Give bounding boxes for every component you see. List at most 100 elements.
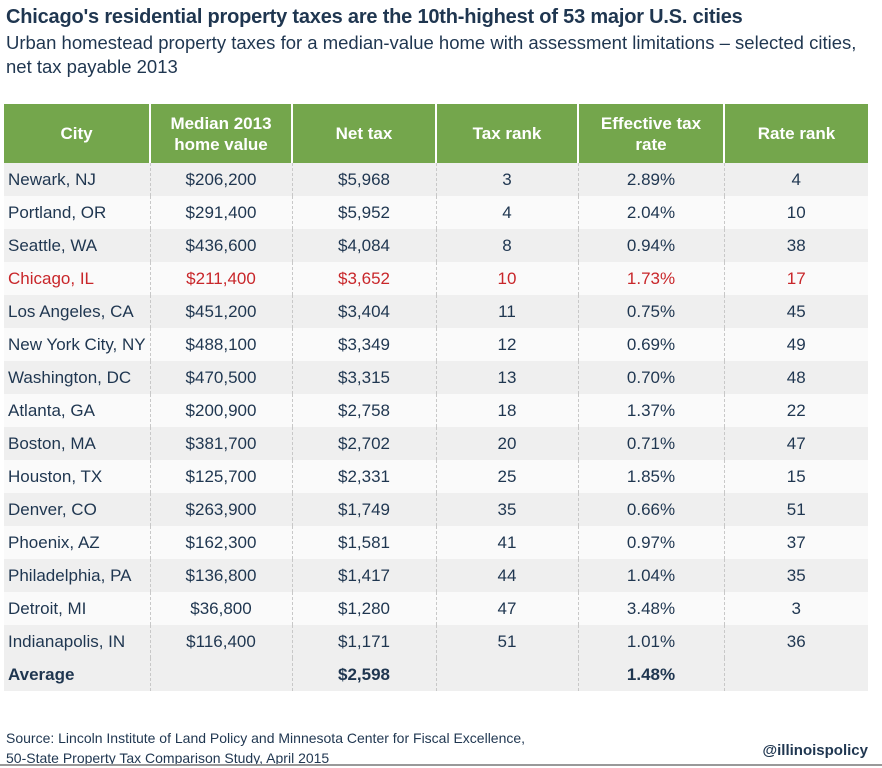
table-cell: $1,417 (291, 559, 436, 592)
table-cell: 25 (435, 460, 578, 493)
table-cell: 49 (723, 328, 868, 361)
source-line: Source: Lincoln Institute of Land Policy… (6, 730, 526, 746)
average-cell: Average (4, 658, 150, 691)
table-cell: $5,952 (291, 196, 436, 229)
table-cell: 1.73% (577, 262, 724, 295)
table-cell: 0.70% (577, 361, 724, 394)
table-row: Portland, OR $291,400 $5,952 4 2.04% 10 (4, 196, 868, 229)
table-cell: 10 (723, 196, 868, 229)
table-cell: Los Angeles, CA (4, 295, 150, 328)
table-cell: 3.48% (577, 592, 724, 625)
table-cell: 1.04% (577, 559, 724, 592)
table-cell: $2,702 (291, 427, 436, 460)
table-row: Washington, DC $470,500 $3,315 13 0.70% 48 (4, 361, 868, 394)
table-cell: $451,200 (149, 295, 292, 328)
table-row: Boston, MA $381,700 $2,702 20 0.71% 47 (4, 427, 868, 460)
table-cell: Portland, OR (4, 196, 150, 229)
average-cell (149, 658, 292, 691)
table-cell: $3,404 (291, 295, 436, 328)
table-cell: $162,300 (149, 526, 292, 559)
table-row: Phoenix, AZ $162,300 $1,581 41 0.97% 37 (4, 526, 868, 559)
table-cell: Seattle, WA (4, 229, 150, 262)
table-cell: 4 (723, 163, 868, 196)
table-cell: $211,400 (149, 262, 292, 295)
table-cell: $1,749 (291, 493, 436, 526)
table-row: Los Angeles, CA $451,200 $3,404 11 0.75% 45 (4, 295, 868, 328)
table-cell: Denver, CO (4, 493, 150, 526)
table-cell: $206,200 (149, 163, 292, 196)
table-cell: $1,581 (291, 526, 436, 559)
table-cell: 0.97% (577, 526, 724, 559)
table-cell: $116,400 (149, 625, 292, 658)
table-row: Detroit, MI $36,800 $1,280 47 3.48% 3 (4, 592, 868, 625)
table-row-highlighted: Chicago, IL $211,400 $3,652 10 1.73% 17 (4, 262, 868, 295)
table-cell: 3 (435, 163, 578, 196)
table-cell: $136,800 (149, 559, 292, 592)
average-cell (723, 658, 868, 691)
source-line: 50-State Property Tax Comparison Study, … (6, 750, 330, 766)
table-cell: $1,171 (291, 625, 436, 658)
chart-subtitle: Urban homestead property taxes for a med… (6, 32, 857, 77)
table-cell: 0.75% (577, 295, 724, 328)
table-cell: 51 (435, 625, 578, 658)
table-cell: 1.85% (577, 460, 724, 493)
column-header: City (4, 104, 150, 163)
table-cell: Atlanta, GA (4, 394, 150, 427)
table-cell: 22 (723, 394, 868, 427)
table-cell: $200,900 (149, 394, 292, 427)
table-cell: 0.71% (577, 427, 724, 460)
table-cell: New York City, NY (4, 328, 150, 361)
table-cell: 15 (723, 460, 868, 493)
table-header-row: City Median 2013 home value Net tax Tax ran… (4, 104, 868, 163)
source-note: Source: Lincoln Institute of Land Policy… (6, 728, 525, 768)
table-cell: 11 (435, 295, 578, 328)
bottom-divider (0, 764, 882, 766)
table-cell: 0.66% (577, 493, 724, 526)
table-cell: 1.37% (577, 394, 724, 427)
table-cell: 18 (435, 394, 578, 427)
table-cell: $125,700 (149, 460, 292, 493)
column-header: Median 2013 home value (149, 104, 292, 163)
table-row: New York City, NY $488,100 $3,349 12 0.69% 49 (4, 328, 868, 361)
table-row: Philadelphia, PA $136,800 $1,417 44 1.04% 35 (4, 559, 868, 592)
table-cell: Washington, DC (4, 361, 150, 394)
table-cell: 45 (723, 295, 868, 328)
table-cell: 4 (435, 196, 578, 229)
table-row: Indianapolis, IN $116,400 $1,171 51 1.01% 36 (4, 625, 868, 658)
table-cell: $2,331 (291, 460, 436, 493)
table-cell: 47 (435, 592, 578, 625)
table-cell: $4,084 (291, 229, 436, 262)
table-cell: 2.04% (577, 196, 724, 229)
chart-title: Chicago's residential property taxes are… (6, 6, 743, 28)
column-header: Rate rank (723, 104, 868, 163)
table-cell: 36 (723, 625, 868, 658)
table-cell: 41 (435, 526, 578, 559)
table-row: Denver, CO $263,900 $1,749 35 0.66% 51 (4, 493, 868, 526)
table-cell: 13 (435, 361, 578, 394)
table-cell: Detroit, MI (4, 592, 150, 625)
table-cell: $2,758 (291, 394, 436, 427)
table-cell: 51 (723, 493, 868, 526)
table-cell: 38 (723, 229, 868, 262)
table-row: Seattle, WA $436,600 $4,084 8 0.94% 38 (4, 229, 868, 262)
table-row: Houston, TX $125,700 $2,331 25 1.85% 15 (4, 460, 868, 493)
table-cell: $470,500 (149, 361, 292, 394)
table-cell: 47 (723, 427, 868, 460)
table-cell: 1.01% (577, 625, 724, 658)
table-cell: Boston, MA (4, 427, 150, 460)
table-cell: $436,600 (149, 229, 292, 262)
table-cell: $263,900 (149, 493, 292, 526)
table-cell: 17 (723, 262, 868, 295)
table-cell: Newark, NJ (4, 163, 150, 196)
table-cell: $291,400 (149, 196, 292, 229)
average-cell: $2,598 (291, 658, 436, 691)
column-header: Net tax (291, 104, 436, 163)
table-cell: $3,349 (291, 328, 436, 361)
table-cell: 10 (435, 262, 578, 295)
table-cell: $36,800 (149, 592, 292, 625)
table-cell: 0.69% (577, 328, 724, 361)
table-cell: Chicago, IL (4, 262, 150, 295)
table-cell: Houston, TX (4, 460, 150, 493)
average-row: Average $2,598 1.48% (4, 658, 868, 691)
twitter-handle: @illinoispolicy (762, 742, 868, 759)
